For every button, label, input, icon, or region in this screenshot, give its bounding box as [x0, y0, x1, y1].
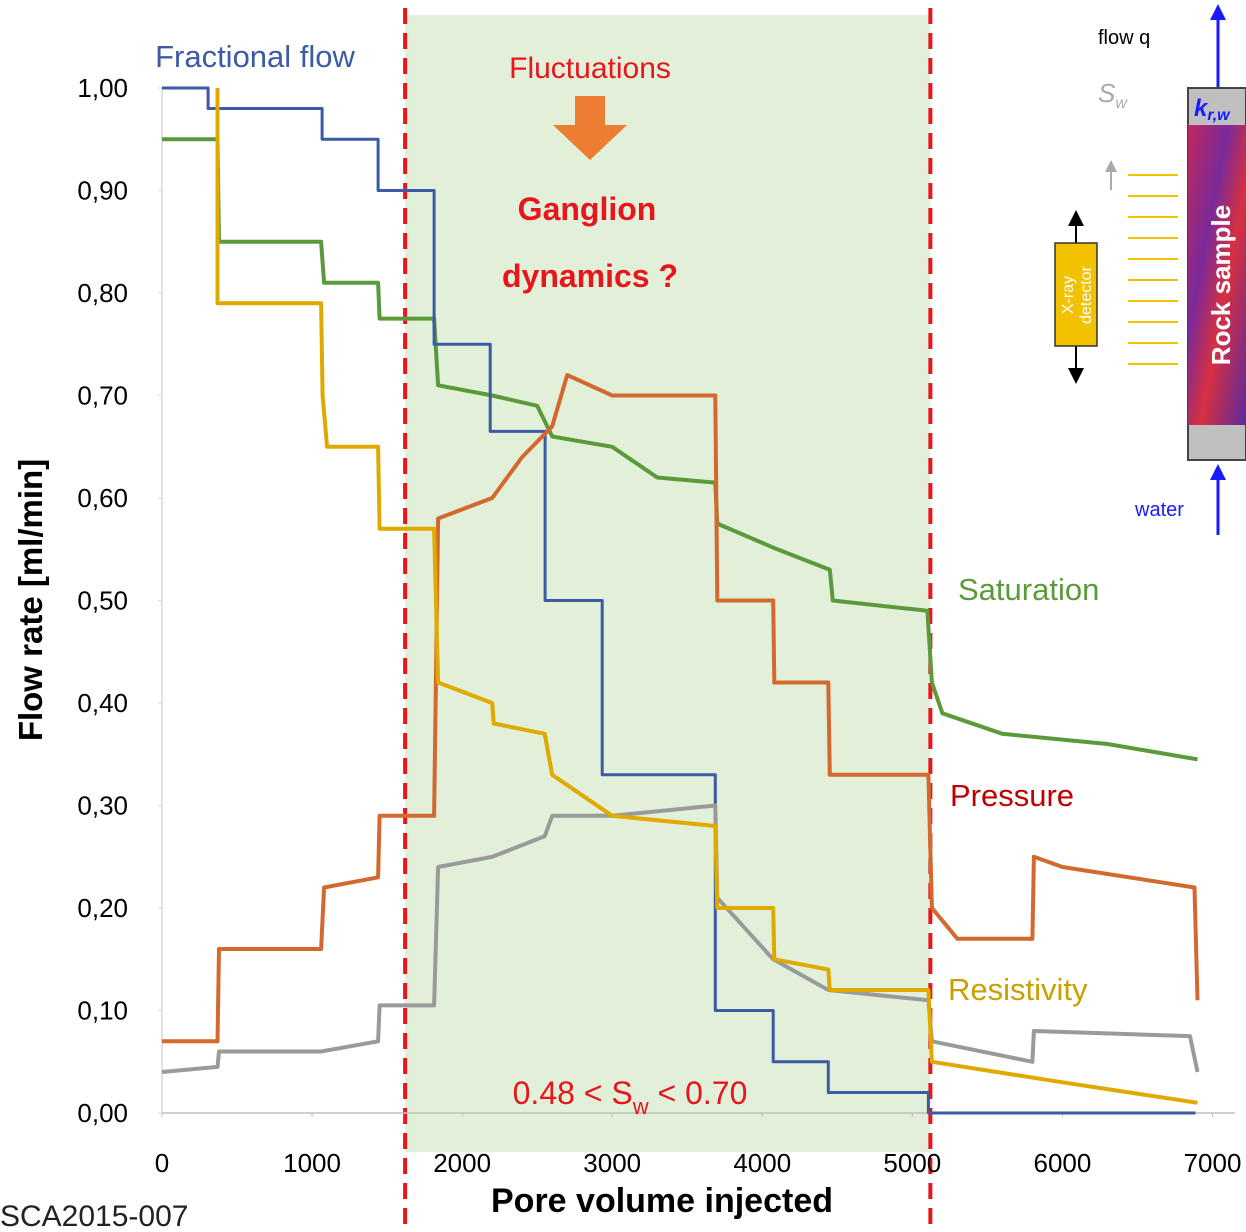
series-line [215, 88, 1198, 1105]
y-tick-label: 1,00 [77, 73, 128, 103]
x-tick-label: 2000 [433, 1148, 491, 1178]
inset-label: flow q [1098, 27, 1150, 49]
series-label: Fractional flow [155, 39, 355, 74]
series-label: Saturation [958, 572, 1099, 607]
y-tick-label: 0,70 [77, 381, 128, 411]
shaded-region [405, 15, 931, 1152]
x-tick-label: 0 [155, 1148, 169, 1178]
inset-label: kr,w [1194, 95, 1231, 124]
inset-label: water [1134, 499, 1184, 521]
y-tick-label: 0,80 [77, 278, 128, 308]
x-tick-label: 4000 [733, 1148, 791, 1178]
detector [1054, 242, 1098, 347]
annotation-part: 0.48 < S [513, 1075, 633, 1111]
rock-sample [1188, 125, 1246, 425]
annotation-part: < 0.70 [649, 1075, 748, 1111]
arrow-head [1105, 160, 1117, 172]
series-label: Pressure [950, 778, 1074, 813]
y-tick-label: 0,30 [77, 791, 128, 821]
inset-label-part: r,w [1207, 107, 1231, 124]
arrow-head [1068, 210, 1084, 226]
inset-label: Sw [1098, 78, 1128, 112]
series-line [162, 86, 1196, 1115]
y-tick-label: 0,20 [77, 893, 128, 923]
arrow-head [1210, 464, 1226, 480]
x-tick-label: 5000 [883, 1148, 941, 1178]
inset-label: Rock sample [1206, 205, 1236, 365]
x-tick-label: 3000 [583, 1148, 641, 1178]
inset-diagram: flow q kr,w Rock sample X-ray detector S… [1054, 4, 1246, 535]
x-tick-label: 7000 [1184, 1148, 1242, 1178]
annotation-part: w [632, 1094, 649, 1119]
y-tick-label: 0,10 [77, 996, 128, 1026]
inset-label: detector [1078, 265, 1095, 323]
series-line [162, 373, 1200, 1044]
y-tick-label: 0,40 [77, 688, 128, 718]
arrow-head [1068, 368, 1084, 384]
inset-label: X-ray [1060, 276, 1077, 314]
y-tick-label: 0,00 [77, 1098, 128, 1128]
x-axis-label: Pore volume injected [491, 1182, 833, 1220]
inset-label-part: S [1098, 78, 1116, 108]
x-tick-label: 6000 [1033, 1148, 1091, 1178]
inset-label-part: k [1194, 95, 1209, 122]
series-label: Resistivity [948, 972, 1088, 1007]
y-tick-label: 0,50 [77, 586, 128, 616]
annotation: Ganglion [518, 191, 657, 227]
arrow [553, 96, 627, 160]
x-tick-label: 1000 [283, 1148, 341, 1178]
annotation: Fluctuations [509, 52, 671, 85]
y-axis-label: Flow rate [ml/min] [12, 459, 49, 741]
y-tick-label: 0,60 [77, 483, 128, 513]
series-line [162, 137, 1198, 762]
xray-arrows [1128, 174, 1178, 365]
series-line [161, 803, 1200, 1074]
y-tick-label: 0,90 [77, 176, 128, 206]
annotation: 0.48 < Sw < 0.70 [513, 1075, 748, 1119]
annotation: dynamics ? [502, 258, 678, 294]
reference: SCA2015-007 [0, 1200, 188, 1232]
inset-label-part: w [1115, 95, 1128, 112]
flow-arrow-head [1210, 4, 1226, 20]
